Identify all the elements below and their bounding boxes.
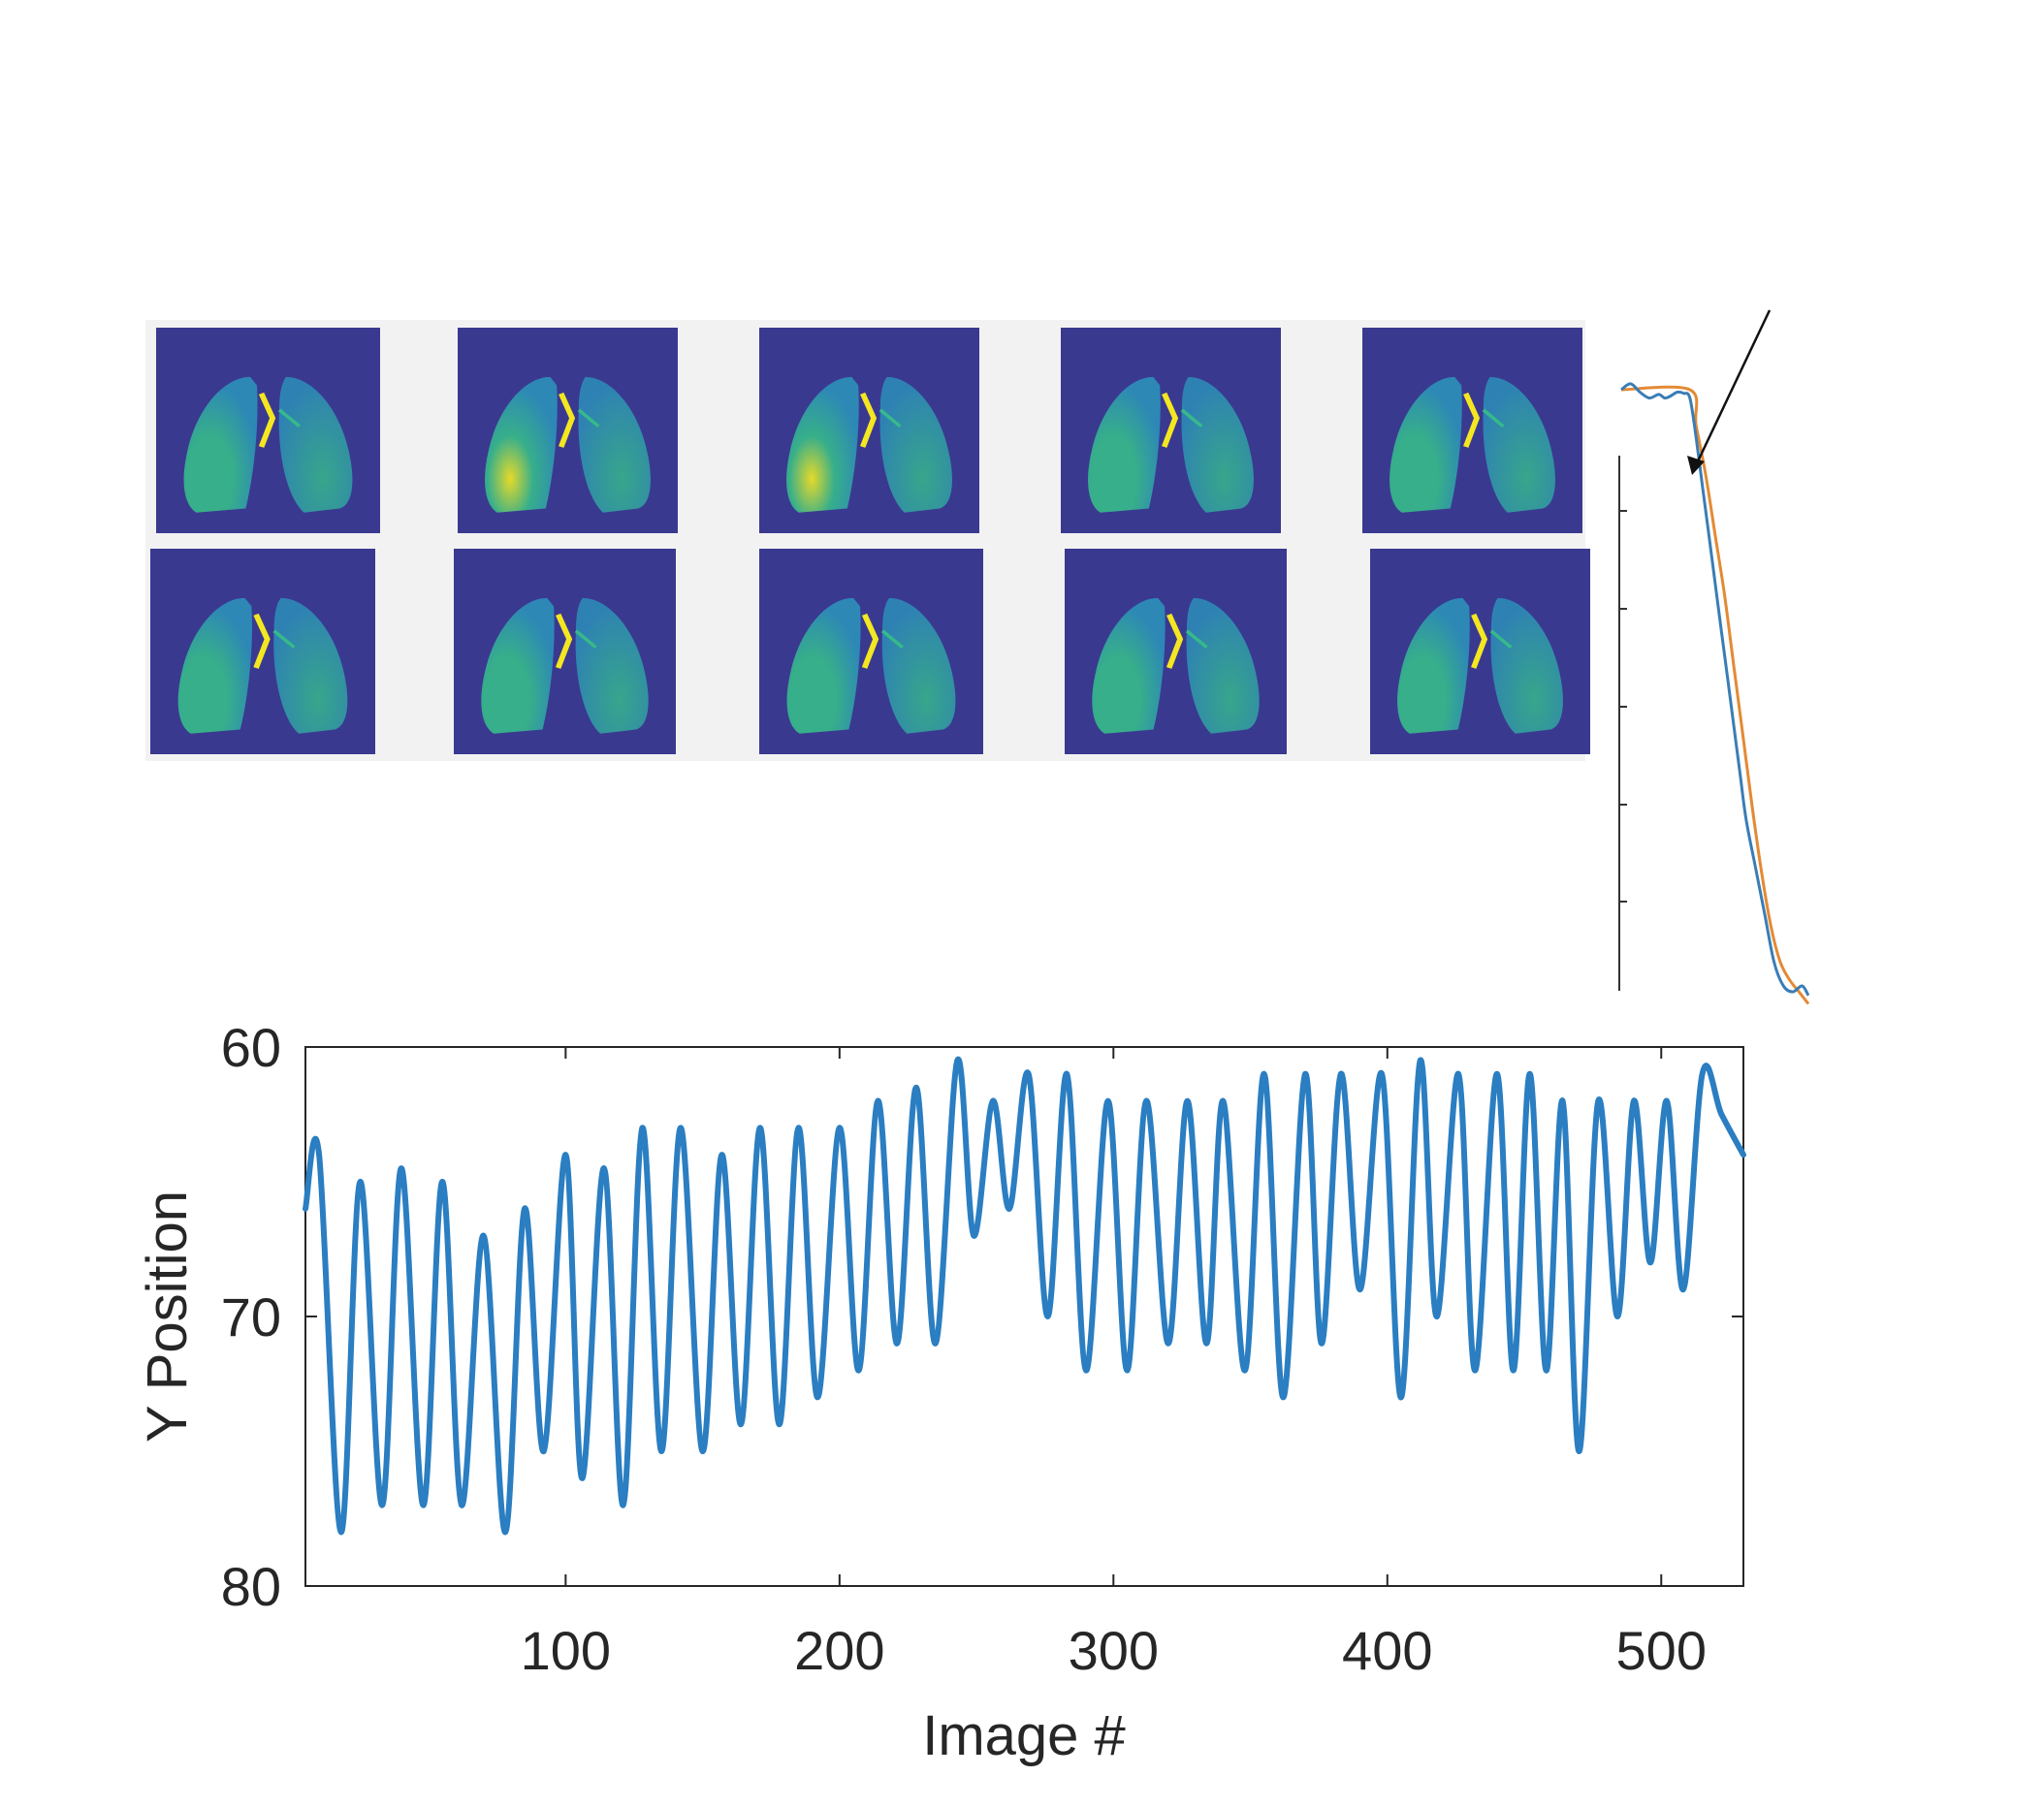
lung-image-r1c1: [156, 328, 380, 533]
x-tick-label: 300: [1069, 1620, 1159, 1681]
lung-image-r1c4: [1061, 328, 1281, 533]
annotation-arrow-shaft: [1695, 309, 1772, 464]
lung-image-r2c5: [1370, 549, 1590, 754]
thumbnail-panel: [145, 320, 1590, 761]
y-tick-label: 80: [221, 1556, 281, 1617]
x-axis-ticks: 100 200 300 400 500: [521, 1047, 1707, 1681]
inset-lines: [1620, 382, 1810, 1005]
y-axis-label: Y Position: [136, 1190, 199, 1443]
main-chart: 100 200 300 400 500 60 70 80 Image # Y Positio…: [136, 1017, 1746, 1767]
inset-fit-line: [1620, 385, 1810, 1005]
x-tick-label: 500: [1616, 1620, 1707, 1681]
x-tick-label: 400: [1342, 1620, 1432, 1681]
lung-image-r1c3: [759, 328, 979, 533]
y-position-line: [303, 1056, 1746, 1536]
lung-image-r2c3: [759, 549, 983, 754]
y-axis-ticks: 60 70 80: [221, 1017, 1743, 1617]
annotation-arrow-head: [1687, 456, 1705, 475]
y-tick-label: 60: [221, 1017, 281, 1078]
lung-image-r1c5: [1362, 328, 1582, 533]
lung-image-r2c2: [454, 549, 676, 754]
lung-image-r2c4: [1065, 549, 1287, 754]
inset-measured-line: [1620, 382, 1810, 997]
x-tick-label: 200: [794, 1620, 884, 1681]
inset-chart: [1618, 309, 1810, 1005]
lung-image-r1c2: [458, 328, 678, 533]
x-axis-label: Image #: [922, 1704, 1126, 1767]
x-tick-label: 100: [521, 1620, 611, 1681]
lung-image-r2c1: [150, 549, 375, 754]
y-tick-label: 70: [221, 1286, 281, 1348]
inset-ticks: [1619, 510, 1627, 903]
